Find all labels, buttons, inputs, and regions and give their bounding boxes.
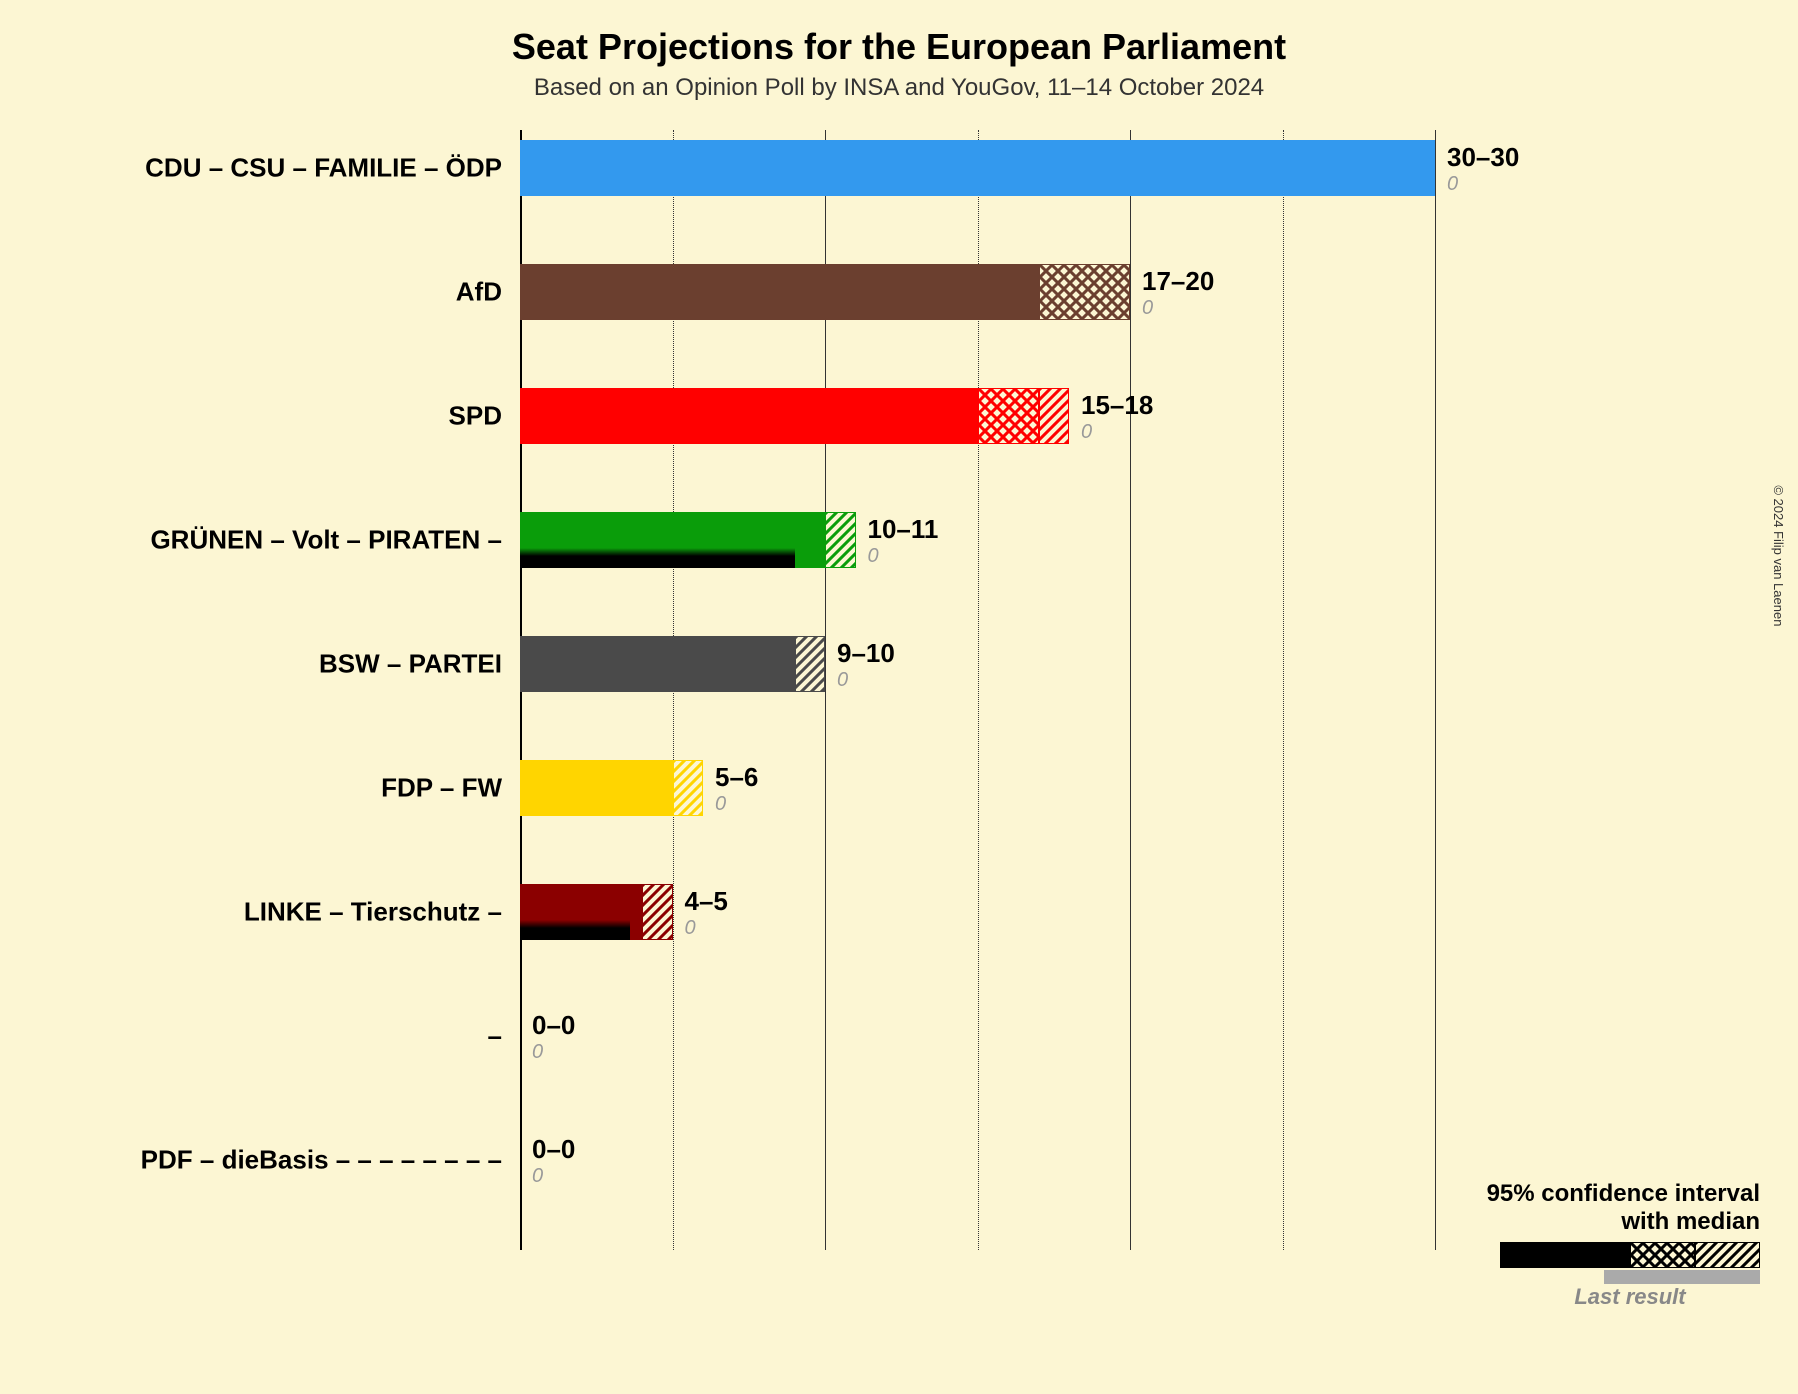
bar-diag-segment: [795, 636, 826, 692]
bar-row: SPD15–180: [520, 388, 1500, 444]
bar-diag-segment: [1039, 388, 1070, 444]
underbar-marker: [520, 548, 795, 568]
bar-hatch-segment: [978, 388, 1039, 444]
page-title: Seat Projections for the European Parlia…: [0, 0, 1798, 68]
row-label: FDP – FW: [381, 773, 520, 804]
value-last: 0: [685, 917, 728, 940]
row-label: GRÜNEN – Volt – PIRATEN –: [150, 525, 520, 556]
value-last: 0: [1447, 173, 1519, 196]
legend-last-result-bar: [1604, 1270, 1760, 1284]
value-label: 17–200: [1142, 266, 1214, 320]
row-label: SPD: [449, 401, 520, 432]
legend-title-1: 95% confidence interval: [1340, 1180, 1760, 1208]
value-range: 15–18: [1081, 390, 1153, 421]
row-label: BSW – PARTEI: [319, 649, 520, 680]
legend-bar: [1500, 1242, 1760, 1268]
value-last: 0: [715, 793, 758, 816]
value-label: 9–100: [837, 638, 895, 692]
value-range: 5–6: [715, 762, 758, 793]
value-range: 0–0: [532, 1010, 575, 1041]
chart-area: CDU – CSU – FAMILIE – ÖDP30–300 AfD17–200…: [520, 130, 1500, 1250]
bar-diag-segment: [642, 884, 673, 940]
bar-row: GRÜNEN – Volt – PIRATEN –10–110: [520, 512, 1500, 568]
bar-solid-segment: [520, 760, 673, 816]
bar-row: FDP – FW5–60: [520, 760, 1500, 816]
row-label: –: [488, 1021, 520, 1052]
copyright-text: © 2024 Filip van Laenen: [1771, 485, 1786, 626]
bar-row: BSW – PARTEI9–100: [520, 636, 1500, 692]
value-label: 4–50: [685, 886, 728, 940]
value-last: 0: [837, 669, 895, 692]
bar-row: –0–00: [520, 1008, 1500, 1064]
bar-solid-segment: [520, 388, 978, 444]
value-label: 30–300: [1447, 142, 1519, 196]
value-last: 0: [532, 1165, 575, 1188]
legend-title-2: with median: [1340, 1208, 1760, 1236]
value-last: 0: [1142, 297, 1214, 320]
value-label: 5–60: [715, 762, 758, 816]
value-range: 17–20: [1142, 266, 1214, 297]
value-label: 15–180: [1081, 390, 1153, 444]
bar-row: LINKE – Tierschutz –4–50: [520, 884, 1500, 940]
underbar-marker: [520, 920, 630, 940]
legend: 95% confidence intervalwith median Last r…: [1340, 1180, 1760, 1310]
value-last: 0: [1081, 421, 1153, 444]
value-label: 10–110: [868, 514, 939, 568]
legend-segment-solid: [1500, 1242, 1630, 1268]
bar-solid-segment: [520, 264, 1039, 320]
bar-row: CDU – CSU – FAMILIE – ÖDP30–300: [520, 140, 1500, 196]
value-label: 0–00: [532, 1010, 575, 1064]
value-range: 30–30: [1447, 142, 1519, 173]
legend-last-label: Last result: [1500, 1284, 1760, 1310]
value-range: 9–10: [837, 638, 895, 669]
row-label: AfD: [456, 277, 520, 308]
value-range: 0–0: [532, 1134, 575, 1165]
value-range: 10–11: [868, 514, 939, 545]
value-last: 0: [532, 1041, 575, 1064]
row-label: CDU – CSU – FAMILIE – ÖDP: [145, 153, 520, 184]
bar-solid-segment: [520, 140, 1435, 196]
bar-hatch-segment: [1039, 264, 1131, 320]
row-label: LINKE – Tierschutz –: [244, 897, 520, 928]
page-subtitle: Based on an Opinion Poll by INSA and You…: [0, 68, 1798, 102]
bar-row: AfD17–200: [520, 264, 1500, 320]
legend-segment-hatch: [1630, 1242, 1695, 1268]
bar-diag-segment: [825, 512, 856, 568]
value-last: 0: [868, 545, 939, 568]
value-range: 4–5: [685, 886, 728, 917]
row-label: PDF – dieBasis – – – – – – – –: [141, 1145, 520, 1176]
bar-solid-segment: [520, 636, 795, 692]
value-label: 0–00: [532, 1134, 575, 1188]
bar-diag-segment: [673, 760, 704, 816]
legend-segment-diag: [1695, 1242, 1760, 1268]
